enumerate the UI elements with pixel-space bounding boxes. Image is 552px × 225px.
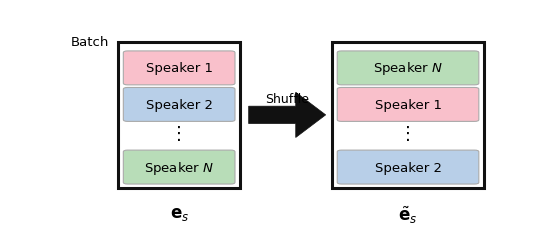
- Text: Shuffle: Shuffle: [265, 93, 309, 106]
- FancyBboxPatch shape: [337, 151, 479, 184]
- Text: Speaker 1: Speaker 1: [374, 99, 442, 111]
- Text: ⋮: ⋮: [170, 125, 188, 142]
- FancyBboxPatch shape: [123, 151, 235, 184]
- Text: Speaker $N$: Speaker $N$: [144, 159, 214, 176]
- Text: Batch: Batch: [71, 36, 109, 49]
- Text: $\tilde{\mathbf{e}}_{s}$: $\tilde{\mathbf{e}}_{s}$: [399, 204, 418, 225]
- Polygon shape: [248, 93, 326, 138]
- FancyBboxPatch shape: [337, 88, 479, 122]
- FancyBboxPatch shape: [337, 52, 479, 86]
- FancyBboxPatch shape: [123, 52, 235, 86]
- Text: Speaker 2: Speaker 2: [374, 161, 442, 174]
- FancyBboxPatch shape: [123, 88, 235, 122]
- Text: ⋮: ⋮: [399, 125, 417, 142]
- Text: Speaker $N$: Speaker $N$: [373, 60, 443, 77]
- Bar: [118, 43, 240, 188]
- Text: Speaker 1: Speaker 1: [146, 62, 213, 75]
- Bar: [332, 43, 484, 188]
- Text: Speaker 2: Speaker 2: [146, 99, 213, 111]
- Text: $\mathbf{e}_{s}$: $\mathbf{e}_{s}$: [169, 204, 189, 222]
